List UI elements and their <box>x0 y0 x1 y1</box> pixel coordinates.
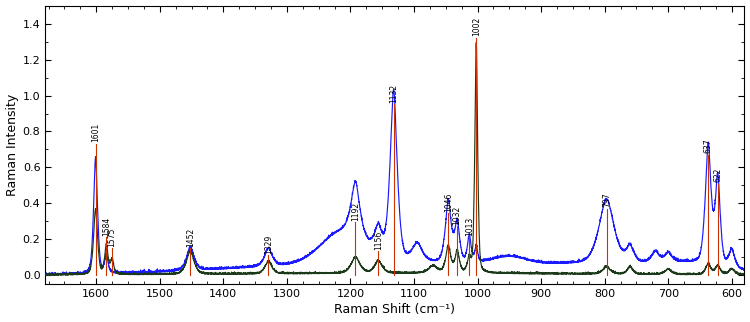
Text: 1002: 1002 <box>472 17 481 36</box>
Text: 622: 622 <box>713 167 722 182</box>
Text: 1013: 1013 <box>465 217 474 236</box>
Text: 1575: 1575 <box>107 227 116 247</box>
Text: 637: 637 <box>704 138 712 153</box>
Text: 1601: 1601 <box>91 123 100 142</box>
Text: 1452: 1452 <box>186 227 195 247</box>
Text: 1329: 1329 <box>264 235 273 254</box>
Text: 1032: 1032 <box>453 206 462 225</box>
Text: 1156: 1156 <box>374 231 382 250</box>
Text: 1584: 1584 <box>102 217 111 236</box>
Text: 1192: 1192 <box>351 202 360 222</box>
Text: 1132: 1132 <box>389 84 398 103</box>
X-axis label: Raman Shift (cm⁻¹): Raman Shift (cm⁻¹) <box>334 303 455 317</box>
Text: 797: 797 <box>602 193 611 207</box>
Text: 1046: 1046 <box>444 193 453 213</box>
Y-axis label: Raman Intensity: Raman Intensity <box>5 94 19 196</box>
